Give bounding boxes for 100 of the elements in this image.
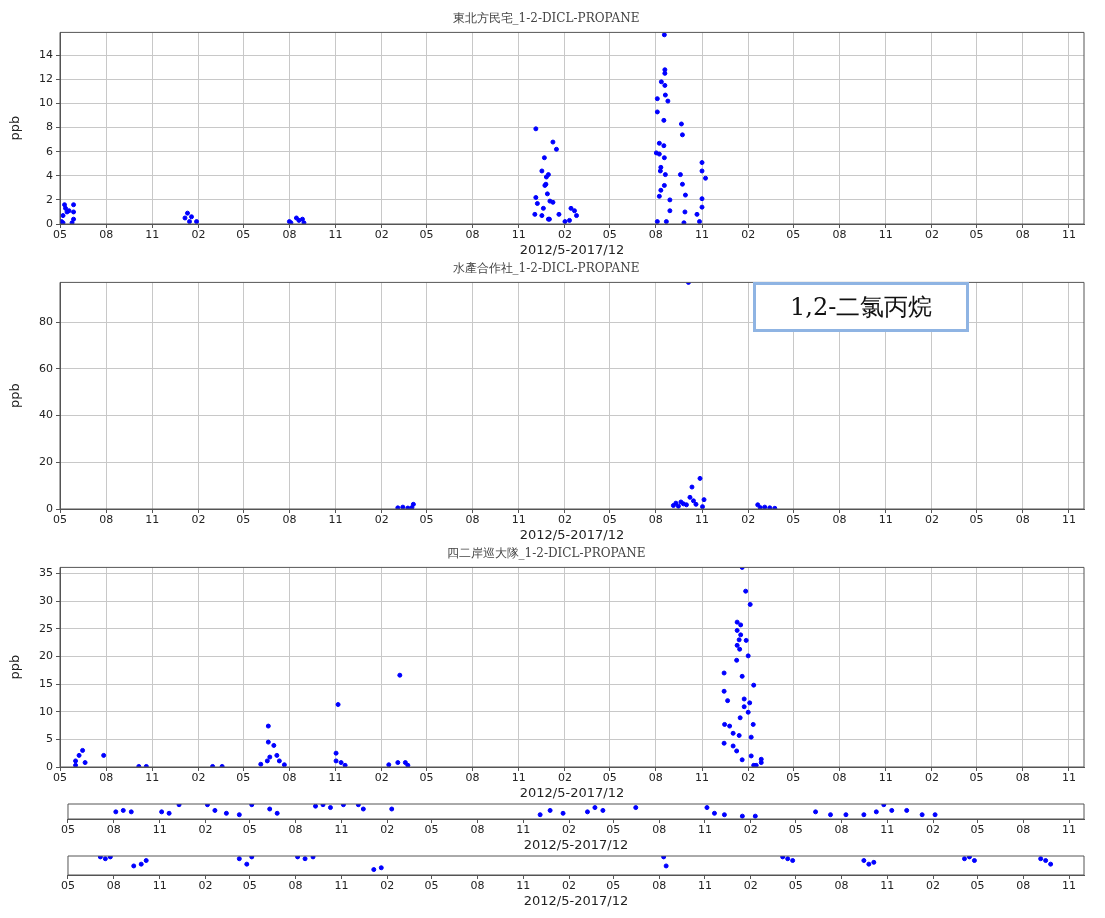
x-tick-label: 11 xyxy=(697,823,712,837)
x-tick-label: 08 xyxy=(832,513,847,527)
x-tick-label: 05 xyxy=(788,879,803,893)
x-tick-label: 02 xyxy=(924,771,939,785)
x-tick-label: 11 xyxy=(880,823,895,837)
x-tick-label: 05 xyxy=(970,823,985,837)
x-tick-label: 11 xyxy=(516,823,531,837)
x-tick-label: 11 xyxy=(152,879,167,893)
x-tick-label: 05 xyxy=(419,228,434,242)
x-tick-label: 02 xyxy=(380,879,395,893)
y-tick-label: 60 xyxy=(39,361,53,375)
x-tick-label: 02 xyxy=(562,823,577,837)
y-axis-title: ppb xyxy=(7,383,23,409)
y-tick-label: 20 xyxy=(39,649,53,663)
y-tick-label: 35 xyxy=(39,566,53,580)
x-tick-label: 08 xyxy=(648,771,663,785)
y-axis-title: ppb xyxy=(7,115,23,141)
x-tick-label: 11 xyxy=(1062,823,1077,837)
x-tick-label: 02 xyxy=(191,228,206,242)
y-tick-label: 10 xyxy=(39,704,53,718)
x-tick-label: 08 xyxy=(470,823,485,837)
x-tick-label: 02 xyxy=(926,823,941,837)
x-tick-label: 05 xyxy=(61,879,75,893)
x-tick-label: 11 xyxy=(1061,771,1076,785)
y-tick-label: 14 xyxy=(39,48,53,62)
x-tick-label: 11 xyxy=(695,228,710,242)
x-tick-label: 05 xyxy=(788,823,803,837)
chart-title: 東北方民宅_1-2-DICL-PROPANE xyxy=(452,11,640,26)
x-tick-label: 11 xyxy=(328,228,343,242)
x-tick-label: 08 xyxy=(288,823,303,837)
x-tick-label: 02 xyxy=(743,823,758,837)
x-tick-label: 11 xyxy=(145,771,160,785)
x-tick-label: 05 xyxy=(53,513,67,527)
y-axis-title: ppb xyxy=(7,654,23,680)
x-tick-label: 02 xyxy=(562,879,577,893)
x-axis-title: 2012/5-2017/12 xyxy=(519,526,625,542)
y-tick-label: 15 xyxy=(39,676,53,690)
x-tick-label: 05 xyxy=(242,823,257,837)
x-tick-label: 11 xyxy=(695,771,710,785)
x-tick-label: 11 xyxy=(1061,513,1076,527)
x-tick-label: 02 xyxy=(741,513,756,527)
x-tick-label: 05 xyxy=(602,771,617,785)
x-tick-label: 11 xyxy=(697,879,712,893)
x-tick-label: 08 xyxy=(1015,771,1030,785)
x-tick-label: 05 xyxy=(419,513,434,527)
x-tick-label: 11 xyxy=(878,513,893,527)
y-tick-label: 0 xyxy=(46,216,53,230)
x-tick-label: 08 xyxy=(834,823,849,837)
y-tick-label: 8 xyxy=(46,120,53,134)
x-tick-label: 11 xyxy=(1062,879,1077,893)
x-tick-label: 08 xyxy=(470,879,485,893)
x-tick-label: 08 xyxy=(648,228,663,242)
x-tick-label: 02 xyxy=(198,823,213,837)
x-tick-label: 08 xyxy=(834,879,849,893)
x-tick-label: 05 xyxy=(236,228,251,242)
x-axis-title: 2012/5-2017/12 xyxy=(519,241,625,257)
x-tick-label: 05 xyxy=(53,771,67,785)
x-tick-label: 08 xyxy=(648,513,663,527)
y-tick-label: 25 xyxy=(39,621,53,635)
x-tick-label: 11 xyxy=(511,771,526,785)
x-tick-label: 11 xyxy=(328,771,343,785)
x-tick-label: 05 xyxy=(61,823,75,837)
x-tick-label: 11 xyxy=(878,228,893,242)
x-tick-label: 05 xyxy=(236,513,251,527)
chart-title: 四二岸巡大隊_1-2-DICL-PROPANE xyxy=(446,546,646,561)
x-tick-label: 05 xyxy=(969,228,984,242)
x-tick-label: 08 xyxy=(465,513,480,527)
x-tick-label: 02 xyxy=(380,823,395,837)
x-axis-title: 2012/5-2017/12 xyxy=(523,892,629,908)
x-tick-label: 08 xyxy=(1016,879,1031,893)
x-tick-label: 02 xyxy=(374,771,389,785)
x-tick-label: 02 xyxy=(191,771,206,785)
annotation: 1,2-二氯丙烷 xyxy=(753,282,970,332)
y-tick-label: 4 xyxy=(46,168,53,182)
x-tick-label: 11 xyxy=(878,771,893,785)
x-tick-label: 11 xyxy=(516,879,531,893)
y-tick-label: 40 xyxy=(39,408,53,422)
x-tick-label: 05 xyxy=(786,228,801,242)
x-tick-label: 08 xyxy=(832,228,847,242)
x-tick-label: 11 xyxy=(334,823,349,837)
x-tick-label: 05 xyxy=(606,879,621,893)
x-tick-label: 08 xyxy=(1015,513,1030,527)
x-tick-label: 05 xyxy=(970,879,985,893)
x-tick-label: 08 xyxy=(99,513,114,527)
x-tick-label: 02 xyxy=(926,879,941,893)
x-tick-label: 02 xyxy=(374,228,389,242)
x-tick-label: 02 xyxy=(741,771,756,785)
x-tick-label: 02 xyxy=(741,228,756,242)
x-tick-label: 05 xyxy=(236,771,251,785)
y-tick-label: 0 xyxy=(46,501,53,515)
y-tick-label: 12 xyxy=(39,72,53,86)
y-tick-label: 30 xyxy=(39,593,53,607)
x-axis-title: 2012/5-2017/12 xyxy=(523,836,629,852)
x-tick-label: 08 xyxy=(288,879,303,893)
x-tick-label: 08 xyxy=(652,823,667,837)
x-tick-label: 02 xyxy=(924,513,939,527)
chart-title: 水產合作社_1-2-DICL-PROPANE xyxy=(452,261,640,276)
x-tick-label: 05 xyxy=(602,228,617,242)
x-tick-label: 02 xyxy=(557,228,572,242)
x-tick-label: 05 xyxy=(969,771,984,785)
